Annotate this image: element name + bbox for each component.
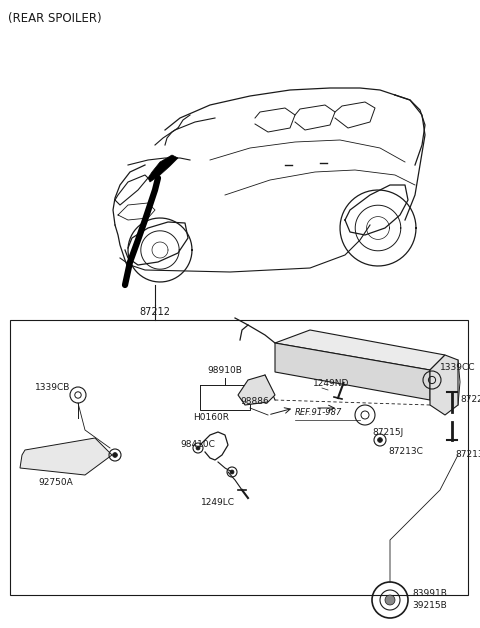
Polygon shape <box>275 343 430 400</box>
Circle shape <box>378 438 383 442</box>
Text: 1339CC: 1339CC <box>440 364 476 372</box>
Text: 87215J: 87215J <box>372 428 403 437</box>
Text: 92750A: 92750A <box>38 478 73 487</box>
Text: 83991B: 83991B <box>412 590 447 598</box>
Text: 1339CB: 1339CB <box>35 384 71 392</box>
Text: 98910B: 98910B <box>207 366 242 375</box>
Text: 39215B: 39215B <box>412 600 447 610</box>
Text: 87213C: 87213C <box>388 447 423 456</box>
Polygon shape <box>430 355 458 415</box>
Text: H0160R: H0160R <box>193 413 229 422</box>
Circle shape <box>196 446 200 450</box>
Text: REF.91-987: REF.91-987 <box>295 408 342 417</box>
Text: 87221: 87221 <box>460 396 480 404</box>
Bar <box>10 320 468 595</box>
Text: 1249LC: 1249LC <box>201 498 235 507</box>
Text: 87212: 87212 <box>140 307 170 317</box>
Text: 98410C: 98410C <box>180 440 215 449</box>
Circle shape <box>230 470 234 474</box>
Polygon shape <box>148 155 178 182</box>
Polygon shape <box>20 438 112 475</box>
Text: 98886: 98886 <box>240 397 269 406</box>
Circle shape <box>385 595 395 605</box>
Text: 87213: 87213 <box>455 450 480 459</box>
Polygon shape <box>275 330 445 370</box>
Circle shape <box>113 453 118 457</box>
Text: (REAR SPOILER): (REAR SPOILER) <box>8 12 102 25</box>
Text: 1249ND: 1249ND <box>313 379 349 388</box>
Polygon shape <box>238 375 275 405</box>
